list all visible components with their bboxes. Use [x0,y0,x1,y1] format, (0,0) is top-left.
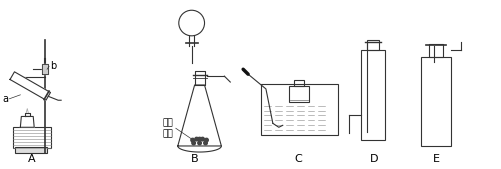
Polygon shape [194,71,204,85]
Circle shape [197,137,201,141]
Bar [16,147,47,153]
Bar [360,50,384,140]
Text: 二氧
化锤: 二氧 化锤 [163,118,173,139]
Circle shape [200,137,204,141]
Text: a: a [3,94,9,104]
Text: A: A [28,154,35,164]
Bar [14,127,51,148]
Bar [420,57,450,146]
Bar [366,40,378,50]
Text: C: C [294,154,302,164]
Circle shape [191,141,195,145]
Circle shape [204,138,208,142]
Circle shape [190,138,194,142]
Polygon shape [177,146,221,152]
Polygon shape [42,64,48,74]
Bar [293,80,303,86]
Circle shape [197,141,201,145]
Text: b: b [50,61,56,71]
Text: B: B [190,154,198,164]
Text: D: D [369,154,377,164]
Bar [428,44,442,57]
Text: E: E [432,154,439,164]
Circle shape [194,137,198,141]
Polygon shape [25,113,30,116]
Bar [261,84,338,135]
Polygon shape [10,72,51,100]
Polygon shape [177,85,221,146]
Polygon shape [21,116,34,127]
Bar [288,86,308,102]
Circle shape [203,141,207,145]
